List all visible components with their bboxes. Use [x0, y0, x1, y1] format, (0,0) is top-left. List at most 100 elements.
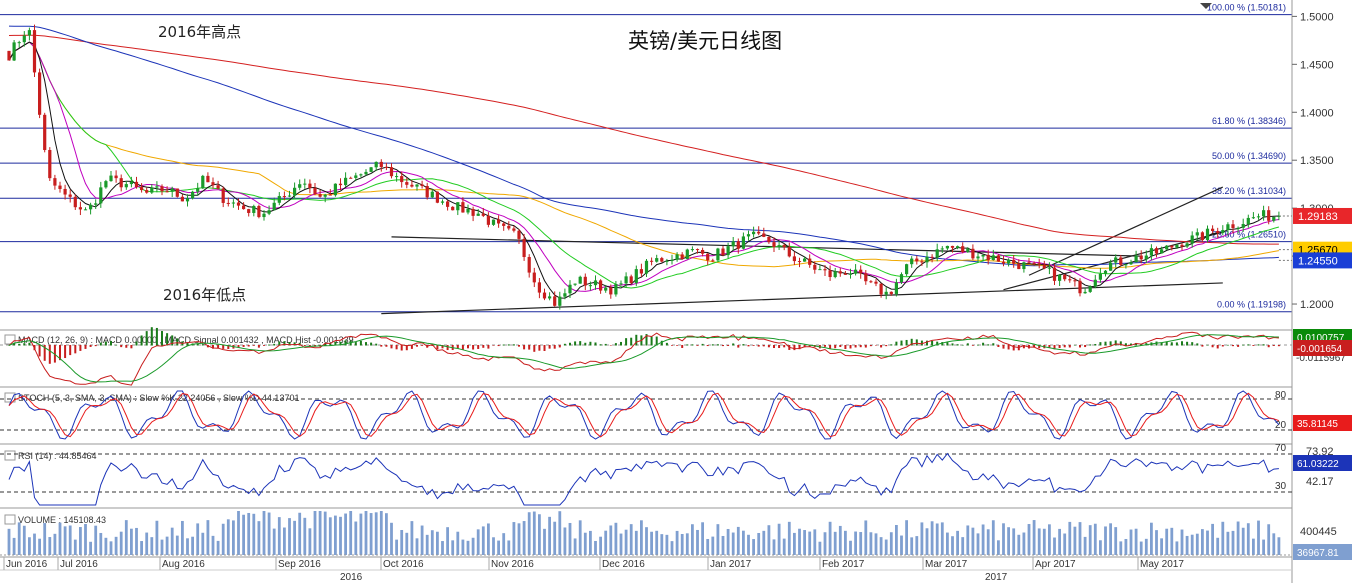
macd-panel[interactable]: MACD (12, 26, 9) : MACD 0.00000 , MACD S…: [0, 327, 1352, 386]
macd-hist-bar: [844, 345, 847, 349]
price-tick-label: 1.4500: [1300, 59, 1334, 71]
candle-body: [797, 261, 802, 263]
volume-bar: [742, 530, 745, 555]
macd-hist-bar: [59, 345, 61, 361]
macd-line: [8, 331, 1279, 386]
panel-collapse-icon[interactable]: [4, 514, 16, 525]
macd-hist-bar: [1252, 345, 1255, 346]
candle-body: [537, 282, 541, 293]
candle-body: [787, 247, 791, 257]
scroll-marker-icon[interactable]: [1200, 3, 1212, 9]
volume-bar: [318, 511, 322, 555]
candle-body: [446, 201, 450, 207]
macd-hist-bar: [28, 342, 31, 346]
candle-body: [629, 276, 633, 283]
volume-bar: [1022, 532, 1026, 555]
volume-bar: [889, 532, 893, 555]
volume-bar: [400, 529, 404, 555]
candle-body: [986, 254, 990, 261]
candle-body: [782, 245, 786, 248]
volume-bar: [543, 528, 546, 555]
stoch-panel[interactable]: STOCH (5, 3, SMA, 3, SMA) : Slow %K 22.2…: [0, 386, 1352, 440]
candle-body: [1205, 228, 1210, 241]
candle-body: [7, 50, 11, 61]
stoch-badge-text: 35.81145: [1297, 419, 1338, 430]
macd-hist-bar: [1094, 343, 1097, 346]
macd-hist-bar: [936, 341, 939, 346]
volume-bar: [910, 537, 914, 555]
volume-bar: [859, 532, 863, 555]
volume-bar: [803, 530, 806, 555]
candle-body: [746, 234, 751, 237]
panel-collapse-icon[interactable]: [4, 450, 16, 461]
candle-body: [471, 208, 475, 216]
volume-bar: [573, 538, 577, 555]
macd-hist-bar: [523, 345, 526, 350]
volume-bar: [920, 522, 924, 555]
fibonacci-levels: 100.00 % (1.50181) 61.80 % (1.38346) 50.00…: [0, 3, 1292, 313]
volume-bar: [374, 512, 378, 555]
volume-bar: [940, 522, 944, 555]
volume-bar: [28, 537, 31, 555]
macd-hist-bar: [201, 344, 204, 346]
volume-bar: [390, 522, 393, 555]
macd-hist-bar: [125, 345, 128, 348]
candle-body: [1124, 264, 1128, 266]
volume-bar: [252, 513, 256, 555]
macd-hist-bar: [589, 341, 592, 346]
candle-body: [262, 213, 266, 218]
panel-collapse-icon[interactable]: [4, 392, 16, 403]
price-tick-label: 1.3500: [1300, 155, 1334, 167]
macd-hist-bar: [987, 344, 990, 346]
stoch-level-80: 80: [1275, 390, 1287, 401]
macd-hist-bar: [431, 345, 434, 346]
volume-bar: [53, 533, 57, 555]
candle-body: [27, 30, 31, 36]
volume-bar: [706, 538, 710, 555]
candle-body: [940, 248, 944, 250]
macd-hist-bar: [895, 341, 898, 346]
volume-bar: [461, 539, 465, 555]
macd-hist-bar: [604, 343, 607, 346]
ma-5-line: [8, 41, 1279, 299]
macd-hist-bar: [410, 345, 413, 349]
macd-hist-bar: [829, 345, 832, 349]
candle-body: [22, 35, 26, 43]
macd-hist-bar: [915, 339, 918, 346]
candle-body: [752, 231, 756, 235]
macd-hist-bar: [268, 344, 271, 346]
moving-averages: [8, 25, 1280, 299]
volume-bar: [456, 531, 460, 555]
macd-hist-bar: [385, 345, 388, 347]
rsi-panel[interactable]: RSI (14) : 44.85464 70 30 73.92 42.17 61…: [0, 443, 1352, 506]
volume-bar: [1180, 529, 1184, 555]
price-panel[interactable]: 100.00 % (1.50181) 61.80 % (1.38346) 50.00…: [0, 3, 1292, 315]
macd-hist-bar: [1038, 345, 1041, 349]
candle-body: [83, 209, 88, 211]
candle-body: [665, 260, 669, 262]
candle-body: [150, 187, 154, 193]
volume-bar: [84, 523, 87, 555]
volume-bar: [1241, 527, 1245, 555]
candle-body: [1216, 230, 1220, 233]
candle-body: [395, 176, 399, 178]
volume-bar: [879, 537, 883, 555]
candle-body: [869, 281, 873, 283]
volume-bar: [1165, 528, 1169, 555]
candle-body: [874, 281, 878, 284]
volume-bar: [558, 511, 562, 555]
volume-bar: [89, 541, 92, 555]
volume-bar: [262, 511, 266, 555]
volume-bar: [451, 540, 455, 555]
volume-panel[interactable]: VOLUME : 145108.43 400445 36967.81: [0, 507, 1352, 560]
candle-body: [1165, 245, 1169, 250]
volume-bar: [272, 528, 276, 555]
candle-body: [599, 280, 603, 291]
candle-body: [706, 253, 710, 261]
macd-hist-bar: [130, 345, 133, 349]
volume-bar: [22, 525, 26, 555]
candle-body: [588, 285, 592, 287]
candle-body: [894, 282, 898, 295]
